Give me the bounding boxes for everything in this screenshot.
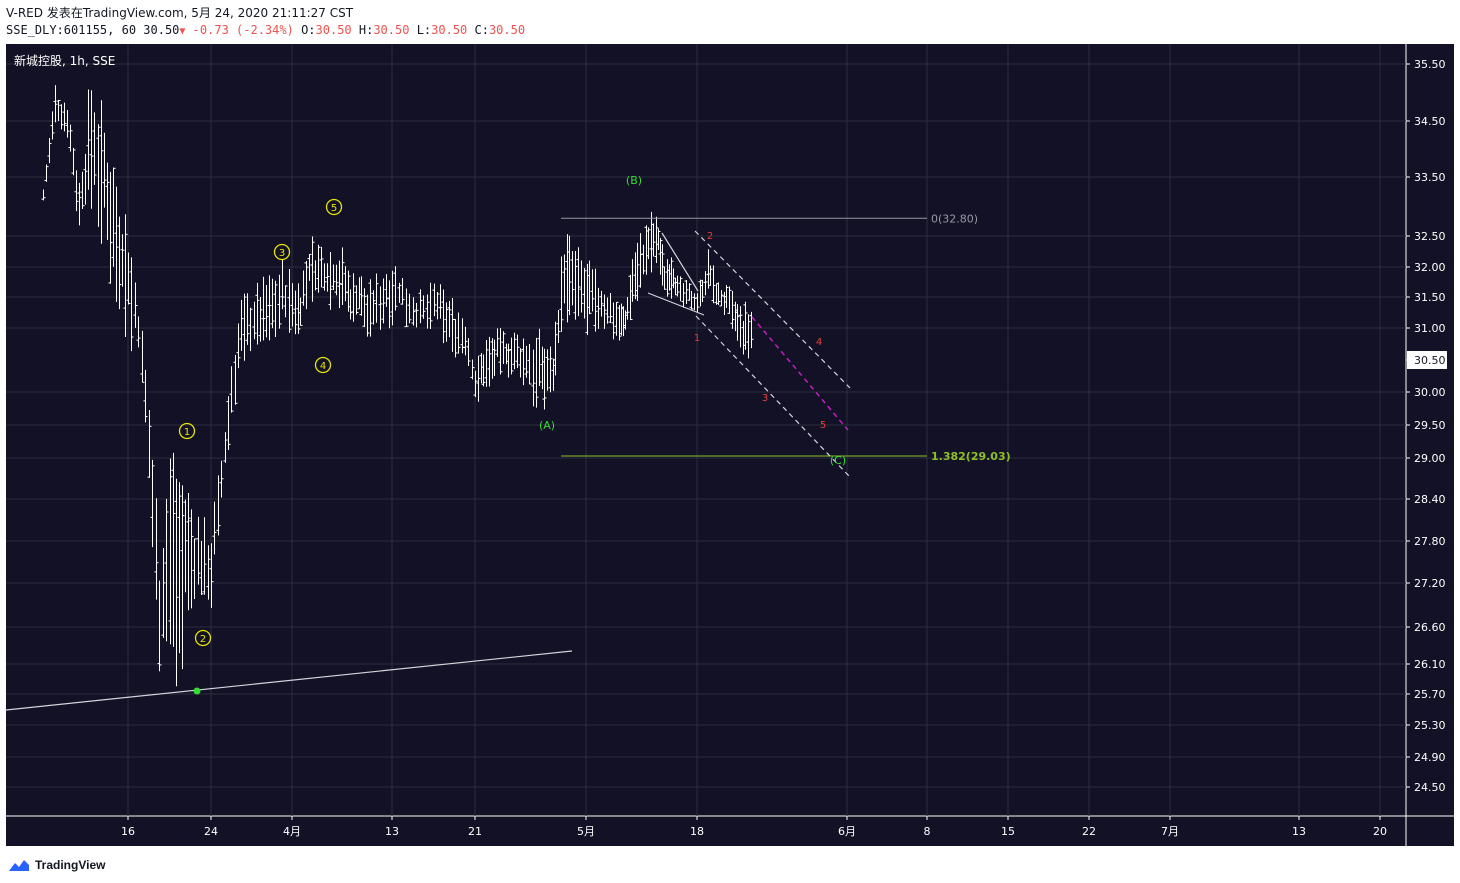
price-axis[interactable]: 35.50 34.50 33.50 32.50 32.00 31.50 31.00 30.00…	[1406, 58, 1447, 794]
price-tick-label: 27.80	[1414, 535, 1446, 548]
price-change: -0.73 (-2.34%)	[192, 23, 294, 37]
publish-header: V-RED 发表在TradingView.com, 5月 24, 2020 21…	[6, 4, 353, 21]
channel-mid-line	[751, 316, 849, 431]
high-label: H:	[358, 23, 374, 37]
time-tick-label: 15	[1001, 825, 1015, 838]
price-tick-label: 33.50	[1414, 171, 1446, 184]
time-tick-label: 16	[121, 825, 135, 838]
price-tick-label: 26.10	[1414, 658, 1446, 671]
wave-yellow-label: 4	[320, 361, 326, 372]
time-tick-label: 18	[690, 825, 704, 838]
price-tick-label: 25.30	[1414, 719, 1446, 732]
tradingview-wordmark: TradingView	[35, 858, 106, 872]
publish-info: 发表在TradingView.com, 5月 24, 2020 21:11:27…	[46, 6, 354, 20]
price-tick-label: 27.20	[1414, 577, 1446, 590]
down-arrow-icon: ▼	[179, 26, 186, 37]
fib-level-0-label: 0(32.80)	[931, 212, 978, 225]
time-tick-label: 8	[924, 825, 931, 838]
chart-drawings: 0(32.80) 1.382(29.03) 1 2 3 4 5 (A) (B) (C) 1 2 3 4 5	[5, 174, 1011, 711]
wave-yellow-label: 2	[200, 634, 206, 645]
time-tick-label: 24	[204, 825, 218, 838]
price-tick-label: 25.70	[1414, 688, 1446, 701]
price-chart[interactable]: 0(32.80)1.382(29.03)12345(A)(B)(C)12345 …	[0, 40, 1460, 848]
time-tick-label: 22	[1082, 825, 1096, 838]
wave-yellow-label: 1	[184, 427, 190, 438]
time-tick-label: 13	[1292, 825, 1306, 838]
fib-level-1382-label: 1.382(29.03)	[931, 450, 1011, 463]
wave-yellow-label: 3	[279, 248, 285, 259]
current-price-label: 30.50	[1414, 354, 1446, 367]
time-tick-label: 20	[1373, 825, 1387, 838]
time-tick-label: 21	[468, 825, 482, 838]
time-tick-label: 7月	[1161, 825, 1179, 838]
wave-yellow-label: 5	[331, 203, 337, 214]
author-name[interactable]: V-RED	[6, 6, 43, 20]
wave-red-label: 3	[762, 393, 768, 404]
price-tick-label: 26.60	[1414, 621, 1446, 634]
price-tick-label: 28.40	[1414, 493, 1446, 506]
wave-green-label: (A)	[539, 419, 555, 432]
wedge-lower-line	[647, 292, 705, 316]
wave-green-label: (C)	[830, 454, 846, 467]
wave-red-label: 5	[820, 420, 826, 431]
channel-upper-line	[694, 230, 851, 389]
price-tick-label: 24.50	[1414, 781, 1446, 794]
high-value: 30.50	[373, 23, 410, 37]
price-tick-label: 29.50	[1414, 419, 1446, 432]
last-price: 30.50	[143, 23, 180, 37]
price-tick-label: 31.50	[1414, 291, 1446, 304]
chart-title: 新城控股, 1h, SSE	[14, 53, 115, 68]
time-tick-label: 5月	[577, 825, 595, 838]
price-tick-label: 31.00	[1414, 322, 1446, 335]
wave-green-label: (B)	[626, 174, 642, 187]
support-trendline	[5, 650, 573, 711]
plot-background[interactable]	[6, 44, 1406, 816]
trendline-anchor-dot	[193, 687, 201, 695]
low-label: L:	[416, 23, 432, 37]
wedge-upper-line	[661, 232, 699, 292]
wave-yellow-circle	[178, 422, 196, 440]
current-price-badge[interactable]	[1407, 351, 1447, 369]
price-tick-label: 34.50	[1414, 115, 1446, 128]
wave-yellow-circle	[325, 198, 343, 216]
price-axis-panel[interactable]	[1406, 44, 1454, 816]
time-axis[interactable]: 16 24 4月 13 21 5月 18 6月 8 15 22 7月 13 20	[121, 816, 1387, 838]
open-value: 30.50	[315, 23, 352, 37]
time-axis-panel[interactable]	[6, 816, 1454, 846]
ohlc-bars	[41, 85, 754, 687]
wave-yellow-circle	[194, 629, 212, 647]
time-tick-label: 4月	[283, 825, 301, 838]
price-tick-label: 29.00	[1414, 452, 1446, 465]
low-value: 30.50	[431, 23, 468, 37]
time-tick-label: 6月	[838, 825, 856, 838]
wave-yellow-circle	[273, 243, 291, 261]
price-tick-label: 32.00	[1414, 261, 1446, 274]
wave-yellow-circle	[314, 356, 332, 374]
price-tick-label: 24.90	[1414, 751, 1446, 764]
price-tick-label: 35.50	[1414, 58, 1446, 71]
tradingview-logo-icon	[9, 860, 29, 871]
channel-lower-line	[695, 315, 850, 477]
wave-red-label: 4	[816, 337, 822, 348]
symbol-label: SSE_DLY:601155, 60	[6, 23, 137, 37]
wave-red-label: 2	[707, 231, 713, 242]
grid-lines	[6, 44, 1406, 816]
price-tick-label: 32.50	[1414, 230, 1446, 243]
wave-red-label: 1	[694, 333, 700, 344]
symbol-quote-line: SSE_DLY:601155, 60 30.50▼ -0.73 (-2.34%)…	[6, 23, 525, 37]
open-label: O:	[301, 23, 316, 37]
tradingview-brand[interactable]: TradingView	[8, 855, 105, 875]
time-tick-label: 13	[385, 825, 399, 838]
close-value: 30.50	[488, 23, 526, 37]
close-label: C:	[474, 23, 489, 37]
price-tick-label: 30.00	[1414, 386, 1446, 399]
